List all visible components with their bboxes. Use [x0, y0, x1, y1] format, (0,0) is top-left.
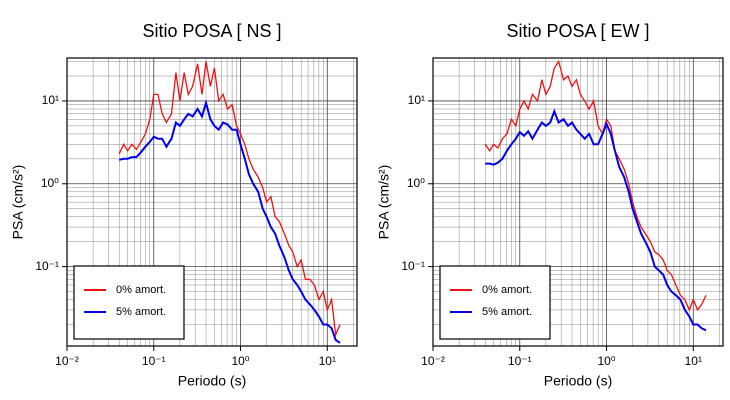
y-tick-label: 10⁻¹ [401, 259, 425, 273]
y-tick-label: 10¹ [42, 93, 59, 107]
y-tick-label: 10⁰ [41, 176, 59, 190]
x-tick-label: 10⁻² [55, 354, 79, 368]
legend-label: 0% amort. [116, 284, 166, 296]
y-tick-label: 10⁰ [407, 176, 425, 190]
legend-label: 5% amort. [482, 306, 532, 318]
y-tick-label: 10⁻¹ [35, 259, 59, 273]
x-tick-label: 10⁻¹ [142, 354, 166, 368]
y-tick-label: 10¹ [408, 93, 425, 107]
series-line [484, 59, 707, 312]
y-axis-label: PSA (cm/s²) [376, 165, 392, 240]
x-tick-label: 10¹ [319, 354, 336, 368]
series-line [118, 99, 341, 344]
y-axis-label: PSA (cm/s²) [10, 165, 26, 240]
plot-frame [432, 57, 724, 347]
legend-label: 0% amort. [482, 284, 532, 296]
x-tick-label: 10⁻² [421, 354, 445, 368]
series-line [485, 108, 707, 332]
x-tick-label: 10⁰ [597, 354, 615, 368]
x-tick-label: 10⁻¹ [508, 354, 532, 368]
legend-box [439, 265, 551, 340]
chart-title: Sitio POSA [ NS ] [142, 21, 281, 41]
series-line [118, 61, 341, 338]
x-tick-label: 10⁰ [231, 354, 249, 368]
chart-title: Sitio POSA [ EW ] [506, 21, 649, 41]
plot-frame [66, 57, 358, 347]
x-tick-label: 10¹ [685, 354, 702, 368]
x-axis-label: Periodo (s) [544, 373, 612, 389]
legend-label: 5% amort. [116, 306, 166, 318]
panel: Sitio POSA [ EW ] 10⁻² 10⁻¹ 10⁰ 10¹ 10⁻¹ 10⁰ 10… [376, 21, 724, 389]
x-axis-label: Periodo (s) [178, 373, 246, 389]
panel: Sitio POSA [ NS ] 10⁻² 10⁻¹ 10⁰ 10¹ 10⁻¹ 10⁰ 10… [10, 21, 358, 389]
legend-box [73, 265, 185, 340]
